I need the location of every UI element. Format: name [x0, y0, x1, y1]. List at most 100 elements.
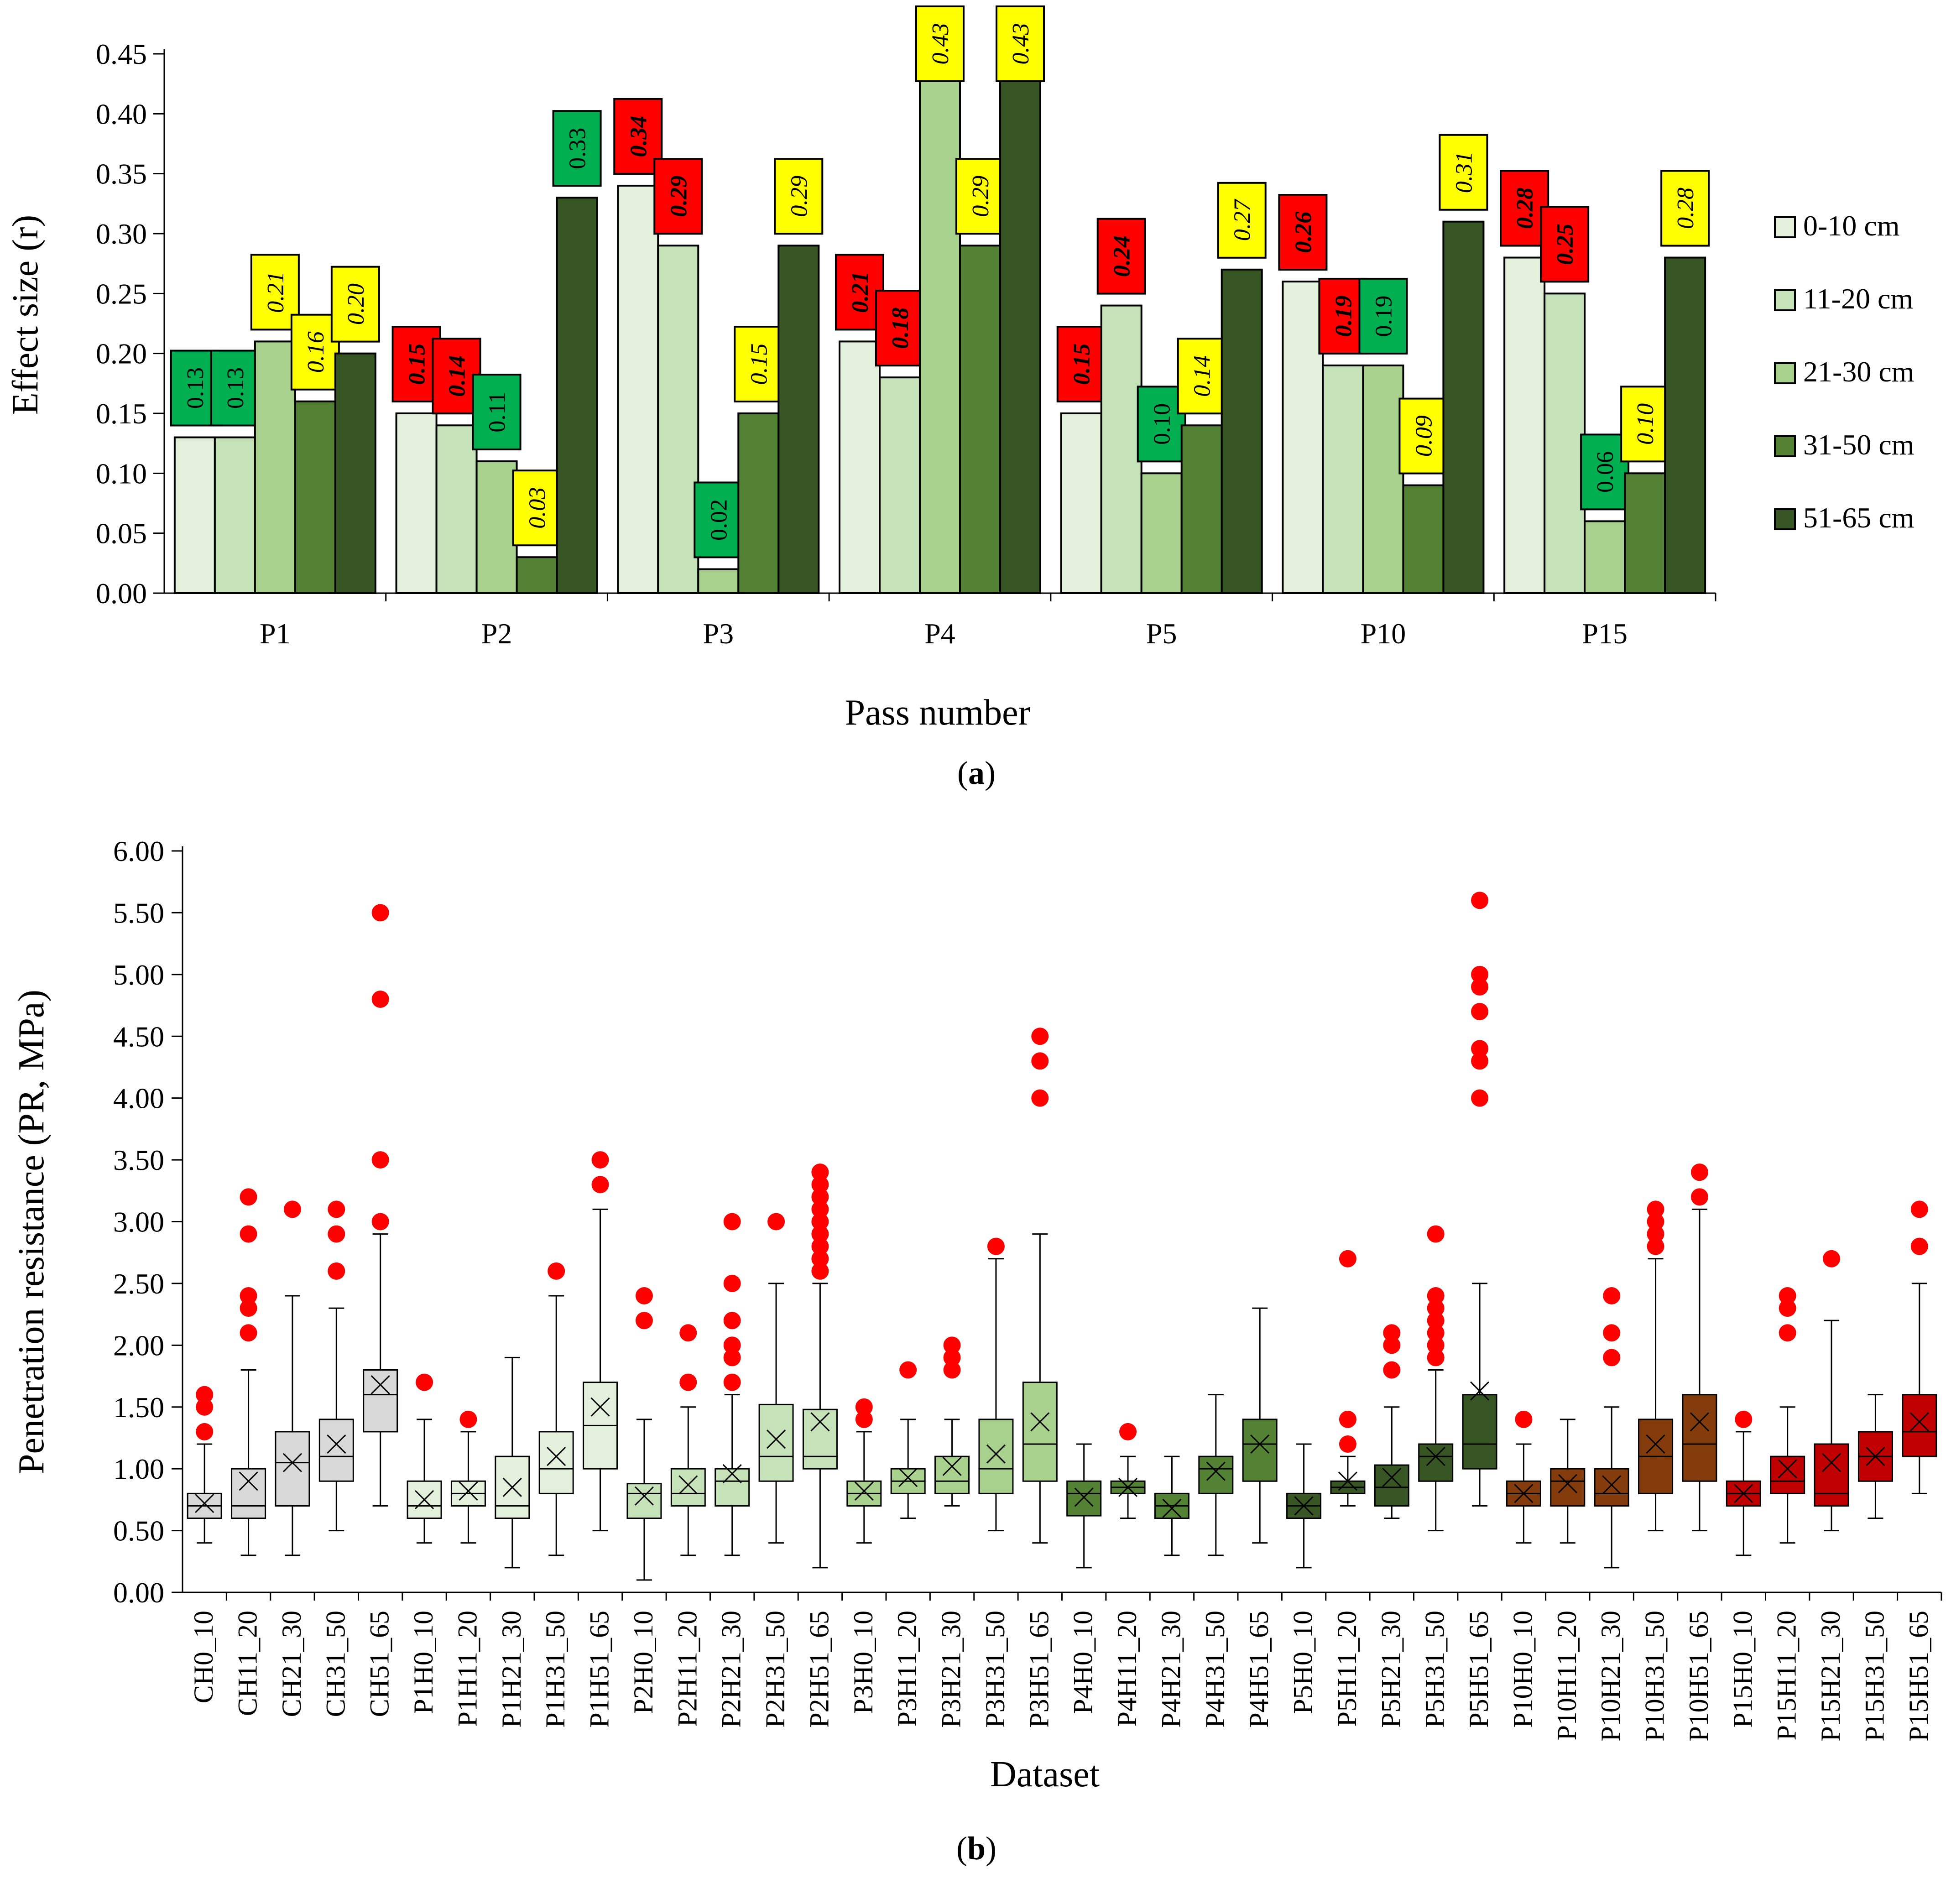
bar-P10-11-20 cm: [1322, 364, 1364, 595]
outlier-CH31_50: [328, 1200, 345, 1218]
data-label-P5-11-20 cm: 0.24: [1109, 235, 1135, 277]
mean-x-stroke: [1074, 1487, 1094, 1507]
mean-x-stroke: [722, 1464, 742, 1484]
mean-marker-P3H11_20: [898, 1468, 918, 1487]
box-P15H11_20: [1770, 1455, 1805, 1494]
mean-marker-P2H0_10: [634, 1486, 654, 1506]
panel-a-x-tick-label: P3: [703, 617, 734, 650]
outlier-P3H21_30: [943, 1349, 961, 1367]
mean-x-stroke: [634, 1486, 654, 1506]
data-label-box-P4-21-30 cm: [915, 5, 965, 82]
data-label-P2-21-30 cm: 0.11: [485, 392, 511, 433]
outlier-P5H51_65: [1471, 1003, 1489, 1021]
bar-P5-31-50 cm: [1180, 424, 1223, 594]
panel-a-y-tick-label: 0.05: [96, 517, 147, 550]
panel-a-y-tick-label: 0.25: [96, 277, 147, 310]
bar-P10-51-65 cm: [1442, 220, 1485, 594]
data-label-P5-0-10 cm: 0.15: [1069, 344, 1095, 385]
mean-x-stroke: [942, 1456, 962, 1476]
data-label-P3-21-30 cm: 0.02: [706, 499, 732, 541]
box-CH21_30: [275, 1431, 310, 1507]
mean-marker-P5H11_20: [1338, 1471, 1357, 1491]
panel-b-x-tick-label: P2H11_20: [672, 1611, 702, 1727]
outlier-P2H51_65: [811, 1213, 829, 1231]
box-P15H21_30: [1814, 1443, 1849, 1507]
panel-a-bar-chart: Effect size (r) Pass number (a) 0.00 0.05…: [5, 5, 1914, 791]
box-P10H11_20: [1550, 1468, 1586, 1507]
outlier-P2H21_30: [723, 1274, 741, 1292]
data-label-box-P3-11-20 cm: [653, 158, 703, 235]
data-label-P4-11-20 cm: 0.18: [887, 308, 913, 349]
mean-x-stroke: [1734, 1484, 1753, 1503]
outlier-CH51_65: [371, 904, 389, 922]
panel-b-x-tick-label: P1H21_30: [496, 1611, 527, 1728]
legend-swatch-31-50 cm: [1774, 435, 1796, 457]
box-P4H51_65: [1242, 1419, 1278, 1482]
outlier-P5H11_20: [1339, 1250, 1356, 1268]
box-P4H31_50: [1198, 1455, 1234, 1494]
panel-b-y-tick-label: 1.50: [113, 1391, 164, 1424]
box-P10H51_65: [1682, 1394, 1717, 1482]
panel-b-x-tick-label: P4H11_20: [1112, 1611, 1142, 1727]
data-label-box-P5-11-20 cm: [1096, 218, 1146, 295]
data-label-P5-51-65 cm: 0.27: [1230, 198, 1256, 241]
outlier-P5H21_30: [1383, 1324, 1401, 1342]
mean-x-stroke: [1909, 1412, 1929, 1432]
outlier-P2H51_65: [811, 1250, 829, 1268]
panel-b-x-tick-label: CH0_10: [188, 1611, 219, 1703]
data-label-P4-51-65 cm: 0.43: [1008, 23, 1034, 65]
mean-marker-P2H51_65: [810, 1412, 830, 1432]
data-label-P4-31-50 cm: 0.29: [968, 176, 994, 217]
outlier-P5H31_50: [1427, 1312, 1445, 1330]
panel-a-y-tick-label: 0.10: [96, 457, 147, 490]
data-label-box-P10-21-30 cm: [1358, 277, 1408, 355]
panel-a-x-tick-label: P10: [1361, 617, 1406, 650]
bar-P4-21-30 cm: [919, 77, 961, 595]
outlier-P5H11_20: [1339, 1410, 1356, 1428]
bar-P15-31-50 cm: [1624, 472, 1666, 595]
outlier-P3H51_65: [1031, 1028, 1049, 1045]
bar-P1-51-65 cm: [334, 352, 376, 594]
data-label-P10-21-30 cm: 0.19: [1371, 295, 1397, 337]
mean-marker-P15H21_30: [1822, 1453, 1841, 1472]
data-label-P4-21-30 cm: 0.43: [928, 23, 954, 65]
outlier-P10H21_30: [1603, 1287, 1621, 1304]
panel-a-y-tick-label: 0.20: [96, 338, 147, 370]
bar-P3-11-20 cm: [657, 245, 699, 594]
panel-b-x-tick-label: P5H0_10: [1288, 1611, 1318, 1714]
outlier-P1H0_10: [416, 1373, 433, 1391]
outlier-P5H51_65: [1471, 965, 1489, 983]
data-label-P2-0-10 cm: 0.15: [404, 344, 430, 385]
mean-marker-P1H21_30: [502, 1477, 522, 1497]
panel-b-x-tick-label: P2H31_50: [760, 1611, 790, 1728]
panel-b-letter: b: [967, 1830, 986, 1867]
panel-b-x-tick-label: CH51_65: [365, 1611, 395, 1717]
mean-marker-P3H51_65: [1030, 1412, 1050, 1432]
panel-b-x-tick-label: P5H21_30: [1376, 1611, 1406, 1728]
panel-b-x-tick-label: P3H11_20: [892, 1611, 922, 1727]
mean-x-stroke: [1206, 1461, 1226, 1481]
outlier-P2H51_65: [811, 1188, 829, 1206]
box-CH11_20: [231, 1468, 266, 1519]
outlier-CH31_50: [328, 1262, 345, 1280]
outlier-P5H31_50: [1427, 1299, 1445, 1317]
panel-a-x-tick-label: P2: [481, 617, 512, 650]
panel-b-x-tick-label: P1H31_50: [540, 1611, 570, 1728]
bar-P5-21-30 cm: [1140, 472, 1183, 595]
data-label-box-P1-51-65 cm: [330, 266, 380, 343]
data-label-box-P2-51-65 cm: [552, 110, 602, 187]
mean-marker-P2H11_20: [678, 1475, 698, 1495]
box-P3H51_65: [1022, 1382, 1058, 1482]
box-P3H31_50: [978, 1419, 1014, 1494]
data-label-P3-11-20 cm: 0.29: [666, 176, 692, 217]
bar-P10-31-50 cm: [1402, 484, 1445, 594]
box-P5H31_50: [1418, 1443, 1454, 1482]
mean-x-stroke: [415, 1490, 434, 1509]
outlier-CH51_65: [371, 991, 389, 1008]
panel-b-x-tick-label: P2H0_10: [628, 1611, 658, 1714]
mean-marker-P15H51_65: [1909, 1412, 1929, 1432]
box-P2H21_30: [715, 1468, 750, 1507]
panel-b-x-tick-label: P3H51_65: [1024, 1611, 1054, 1728]
mean-marker-CH21_30: [282, 1453, 302, 1472]
outlier-P15H51_65: [1910, 1200, 1928, 1218]
